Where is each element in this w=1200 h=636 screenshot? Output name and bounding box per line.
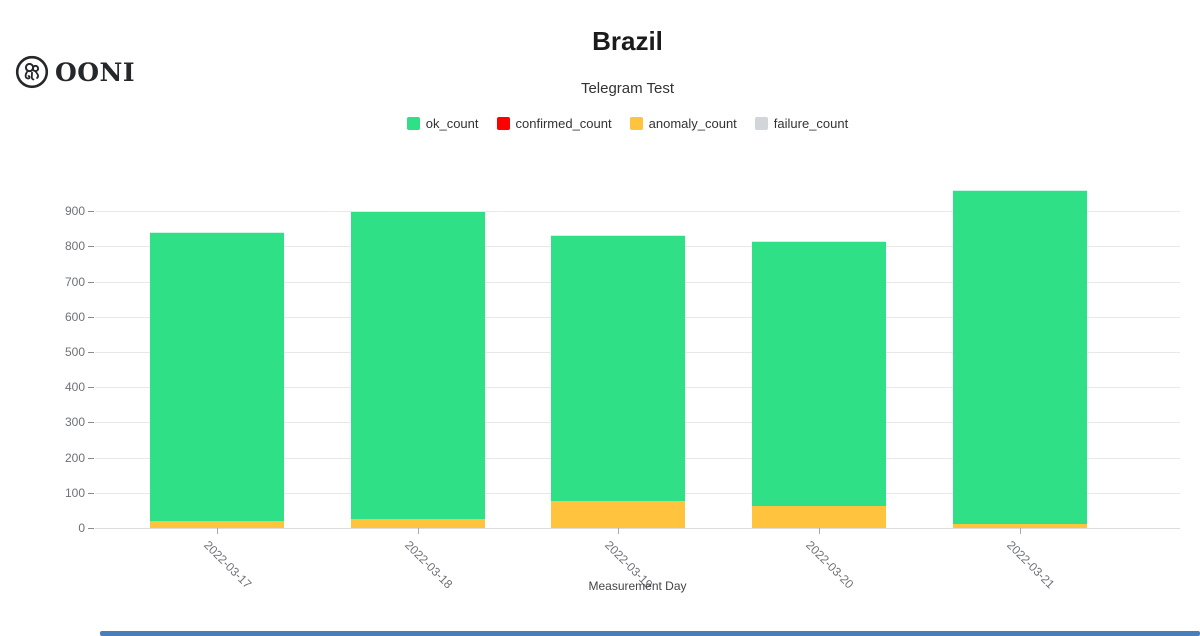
chart-subtitle: Telegram Test — [580, 80, 675, 97]
legend-item-ok_count[interactable]: ok_count — [406, 116, 479, 131]
bar-2022-03-21[interactable] — [952, 0, 1087, 528]
x-axis-line — [95, 528, 1180, 529]
y-axis-label: 900 — [64, 204, 85, 219]
bar-2022-03-20[interactable] — [752, 0, 887, 528]
gridline — [95, 211, 1180, 213]
legend-item-failure_count[interactable]: failure_count — [754, 116, 849, 131]
legend-swatch-icon — [496, 117, 510, 130]
y-axis-label: 100 — [64, 485, 85, 500]
brand: OONI — [15, 55, 135, 89]
y-axis-tick — [88, 492, 94, 494]
bar-segment-anomaly_count[interactable] — [150, 520, 284, 528]
legend-label: confirmed_count — [515, 116, 612, 131]
brand-wordmark: OONI — [55, 57, 136, 87]
y-axis-tick — [88, 281, 94, 283]
x-axis-title: Measurement Day — [588, 579, 687, 593]
legend-label: anomaly_count — [648, 116, 737, 131]
y-axis-label: 800 — [64, 239, 85, 254]
legend: ok_count confirmed_count anomaly_count fail… — [55, 116, 1200, 131]
x-axis-tick — [819, 528, 821, 534]
y-axis-label: 700 — [64, 274, 85, 289]
bar-segment-anomaly_count[interactable] — [350, 519, 485, 528]
legend-swatch-icon — [629, 117, 643, 130]
legend-item-anomaly_count[interactable]: anomaly_count — [629, 116, 737, 131]
y-axis-label: 600 — [64, 309, 85, 324]
legend-swatch-icon — [754, 117, 768, 130]
y-axis-tick — [88, 352, 94, 354]
bar-segment-anomaly_count[interactable] — [952, 524, 1087, 528]
y-axis-tick — [88, 528, 94, 529]
y-axis-tick — [88, 387, 94, 389]
bar-segment-ok_count[interactable] — [952, 190, 1087, 525]
x-axis-tick — [1019, 528, 1021, 534]
y-axis-label: 200 — [64, 450, 85, 465]
x-axis-tick — [618, 528, 620, 534]
legend-swatch-icon — [406, 117, 420, 130]
bar-segment-ok_count[interactable] — [551, 234, 686, 501]
bar-segment-ok_count[interactable] — [752, 240, 887, 507]
legend-label: ok_count — [425, 116, 479, 131]
legend-label: failure_count — [773, 116, 849, 131]
y-axis-label: 0 — [78, 521, 85, 535]
y-axis-tick — [88, 316, 94, 318]
y-axis-tick — [88, 211, 94, 213]
bar-segment-anomaly_count[interactable] — [752, 506, 887, 528]
bar-segment-anomaly_count[interactable] — [551, 500, 686, 528]
x-axis-tick — [417, 528, 419, 534]
bar-segment-ok_count[interactable] — [150, 232, 284, 521]
y-axis-tick — [88, 422, 94, 424]
page-title: Brazil — [592, 26, 663, 56]
horizontal-scrollbar[interactable] — [100, 631, 1200, 636]
bar-segment-ok_count[interactable] — [350, 211, 485, 520]
y-axis-tick — [88, 457, 94, 459]
legend-item-confirmed_count[interactable]: confirmed_count — [496, 116, 612, 131]
bar-2022-03-19[interactable] — [551, 0, 686, 528]
ooni-logo-icon — [15, 55, 49, 89]
y-axis-label: 400 — [64, 380, 85, 395]
x-axis-tick — [217, 528, 218, 534]
y-axis-label: 300 — [64, 415, 85, 430]
y-axis-tick — [88, 246, 94, 248]
y-axis-label: 500 — [64, 345, 85, 360]
bar-2022-03-17[interactable] — [150, 0, 284, 528]
bar-2022-03-18[interactable] — [350, 0, 485, 528]
